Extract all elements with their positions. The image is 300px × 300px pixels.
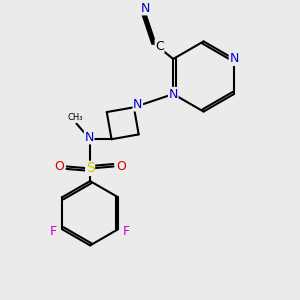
Text: N: N (169, 88, 178, 100)
Text: C: C (155, 40, 164, 53)
Text: N: N (229, 52, 239, 65)
Text: N: N (133, 98, 142, 111)
Text: S: S (86, 161, 94, 176)
Text: N: N (85, 131, 94, 144)
Text: O: O (54, 160, 64, 173)
Text: O: O (116, 160, 126, 173)
Text: N: N (141, 2, 151, 15)
Text: F: F (123, 225, 130, 238)
Text: CH₃: CH₃ (68, 113, 83, 122)
Text: F: F (50, 225, 57, 238)
